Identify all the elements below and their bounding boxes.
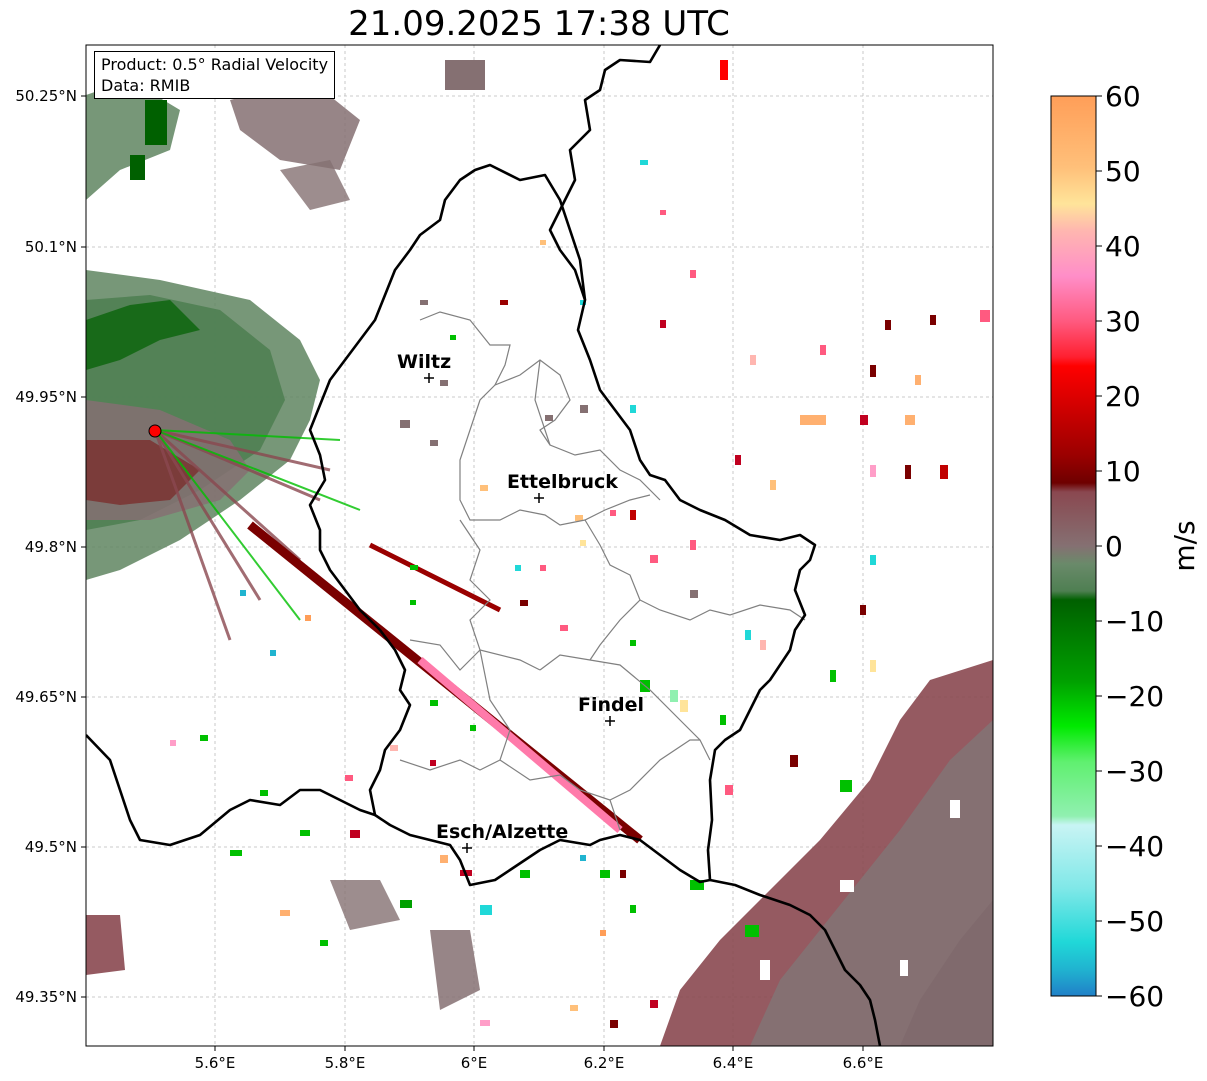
colorbar-gradient: [1050, 95, 1097, 997]
lon-tick-label: 6.4°E: [713, 1054, 754, 1072]
city-markers: [424, 373, 615, 853]
lat-tick-label: 49.35°N: [15, 988, 77, 1006]
city-label-findel: Findel: [578, 694, 644, 716]
colorbar-tick-label: −30: [1105, 755, 1164, 788]
colorbar-tick-label: 30: [1105, 305, 1141, 338]
colorbar-tick-label: −20: [1105, 680, 1164, 713]
colorbar-tick-label: −50: [1105, 905, 1164, 938]
colorbar-tick-label: 50: [1105, 155, 1141, 188]
colorbar-tick-label: −10: [1105, 605, 1164, 638]
lon-tick-label: 5.8°E: [325, 1054, 366, 1072]
lon-tick-label: 6.6°E: [843, 1054, 884, 1072]
lat-tick-label: 49.5°N: [25, 838, 77, 856]
lon-tick-label: 6.2°E: [584, 1054, 625, 1072]
radar-streak: [247, 521, 643, 844]
colorbar-tick-label: −60: [1105, 980, 1164, 1013]
city-label-ettelbruck: Ettelbruck: [507, 471, 618, 493]
lat-tick-label: 49.8°N: [25, 538, 77, 556]
radar-echo-southeast: [660, 660, 993, 1046]
lat-axis: 50.25°N 50.1°N 49.95°N 49.8°N 49.65°N 49…: [15, 87, 86, 1006]
colorbar-unit-label: m/s: [1168, 520, 1201, 571]
product-info-box: Product: 0.5° Radial Velocity Data: RMIB: [94, 51, 336, 99]
colorbar-tick-label: 10: [1105, 455, 1141, 488]
colorbar-tick-label: 20: [1105, 380, 1141, 413]
radar-site-marker: [148, 424, 162, 438]
map-title: 21.09.2025 17:38 UTC: [348, 4, 730, 44]
map-frame: [85, 44, 994, 1047]
lon-axis: 5.6°E 5.8°E 6°E 6.2°E 6.4°E 6.6°E: [195, 1046, 884, 1072]
colorbar: 60 50 40 30 20 10 0 −10 −20 −30 −40 −50 …: [1050, 80, 1201, 1013]
colorbar-tick-label: 40: [1105, 230, 1141, 263]
city-label-wiltz: Wiltz: [397, 351, 451, 373]
product-label: Product: 0.5° Radial Velocity: [101, 55, 329, 74]
lat-tick-label: 50.25°N: [15, 87, 77, 105]
data-source-label: Data: RMIB: [101, 76, 191, 95]
city-label-esch-alzette: Esch/Alzette: [436, 821, 568, 843]
radar-near-field: [86, 270, 361, 641]
grid-lines: [86, 45, 993, 1046]
district-boundaries: [399, 311, 806, 831]
radar-clutter-bottomleft: [86, 880, 480, 1010]
colorbar-tick-label: 60: [1105, 80, 1141, 113]
national-borders: [86, 45, 882, 1046]
lon-tick-label: 6°E: [461, 1054, 488, 1072]
lat-tick-label: 50.1°N: [25, 238, 77, 256]
lon-tick-label: 5.6°E: [195, 1054, 236, 1072]
colorbar-tick-label: −40: [1105, 830, 1164, 863]
radar-clutter-topleft: [86, 60, 485, 210]
colorbar-tick-label: 0: [1105, 530, 1123, 563]
lat-tick-label: 49.95°N: [15, 388, 77, 406]
lat-tick-label: 49.65°N: [15, 688, 77, 706]
